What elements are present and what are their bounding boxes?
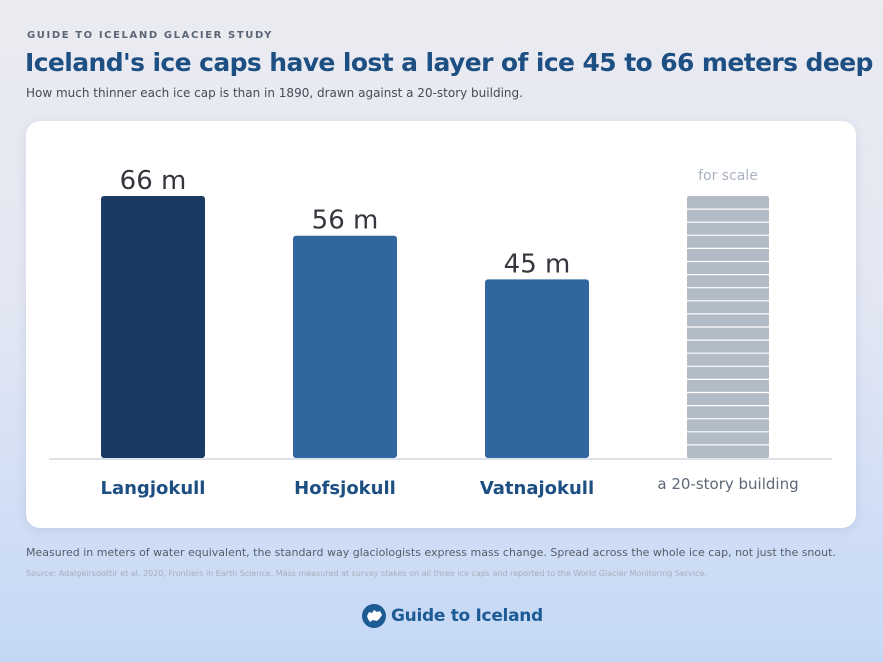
chart-subtitle: How much thinner each ice cap is than in…: [26, 86, 523, 100]
brand-name: Guide to Iceland: [391, 606, 543, 626]
data-label: 66 m: [120, 166, 187, 196]
data-label: 45 m: [504, 249, 571, 279]
category-label: Langjokull: [101, 478, 206, 499]
chart-card: 66 m Langjokull 56 m Hofsjokull 45 m Vatnajok…: [26, 121, 856, 528]
bar-hofsjokull: [293, 235, 397, 458]
data-label: 56 m: [312, 206, 379, 236]
reference-label: a 20-story building: [657, 475, 798, 493]
iceland-map-icon: [362, 604, 386, 628]
source-note: Source: Adalgeirsdottir et al. 2020, Fro…: [26, 569, 707, 578]
category-label: Hofsjokull: [294, 478, 396, 499]
chart-title: Iceland's ice caps have lost a layer of …: [25, 48, 873, 77]
footnote: Measured in meters of water equivalent, …: [26, 546, 836, 559]
reference-caption: for scale: [698, 168, 758, 184]
bar-chart: 66 m Langjokull 56 m Hofsjokull 45 m Vatnajok…: [49, 166, 832, 499]
kicker: GUIDE TO ICELAND GLACIER STUDY: [27, 30, 273, 41]
brand-logo: Guide to Iceland: [362, 603, 543, 629]
category-label: Vatnajokull: [480, 478, 594, 499]
bar-langjokull: [101, 196, 205, 458]
bar-vatnajokull: [485, 279, 589, 458]
